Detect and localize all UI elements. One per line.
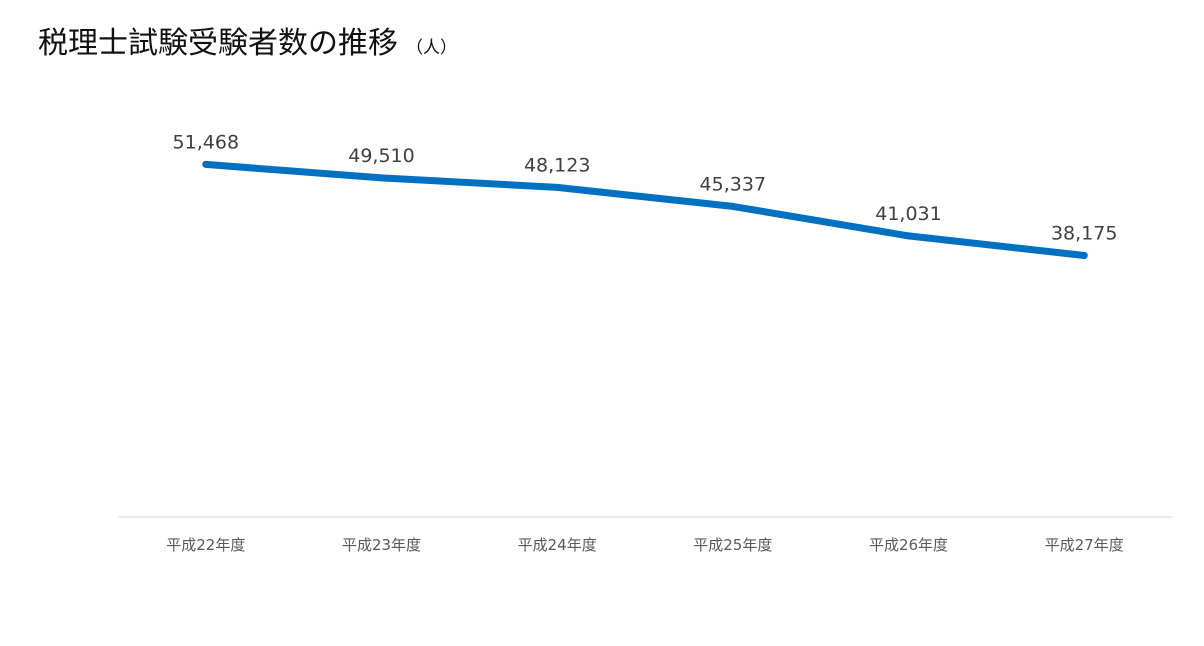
series-line [202,160,1088,259]
data-point [1080,252,1088,259]
x-tick-label: 平成25年度 [693,536,772,554]
chart-title-block: 税理士試験受験者数の推移 （人） [38,18,457,62]
data-points-group [202,160,1088,259]
data-label: 38,175 [1051,223,1117,245]
data-label: 48,123 [524,154,590,176]
data-point [905,232,912,240]
data-label: 41,031 [875,203,941,225]
x-tick-label: 平成23年度 [342,536,421,554]
data-point [553,183,561,191]
data-label: 49,510 [348,145,414,167]
x-tick-label: 平成26年度 [869,536,948,554]
data-labels-group: 51,468 49,510 48,123 45,337 41,031 38,175 [173,131,1118,244]
data-label: 51,468 [173,131,239,153]
x-tick-labels-group: 平成22年度 平成23年度 平成24年度 平成25年度 平成26年度 平成27年度 [166,536,1123,554]
x-tick-label: 平成22年度 [166,536,245,554]
x-tick-label: 平成24年度 [518,536,597,554]
data-point [202,160,210,168]
x-tick-label: 平成27年度 [1045,536,1124,554]
data-label: 45,337 [700,173,766,195]
data-point [729,202,737,210]
unit-label: （人） [406,38,457,58]
data-point [378,174,385,182]
chart-title: 税理士試験受験者数の推移 [38,26,398,61]
